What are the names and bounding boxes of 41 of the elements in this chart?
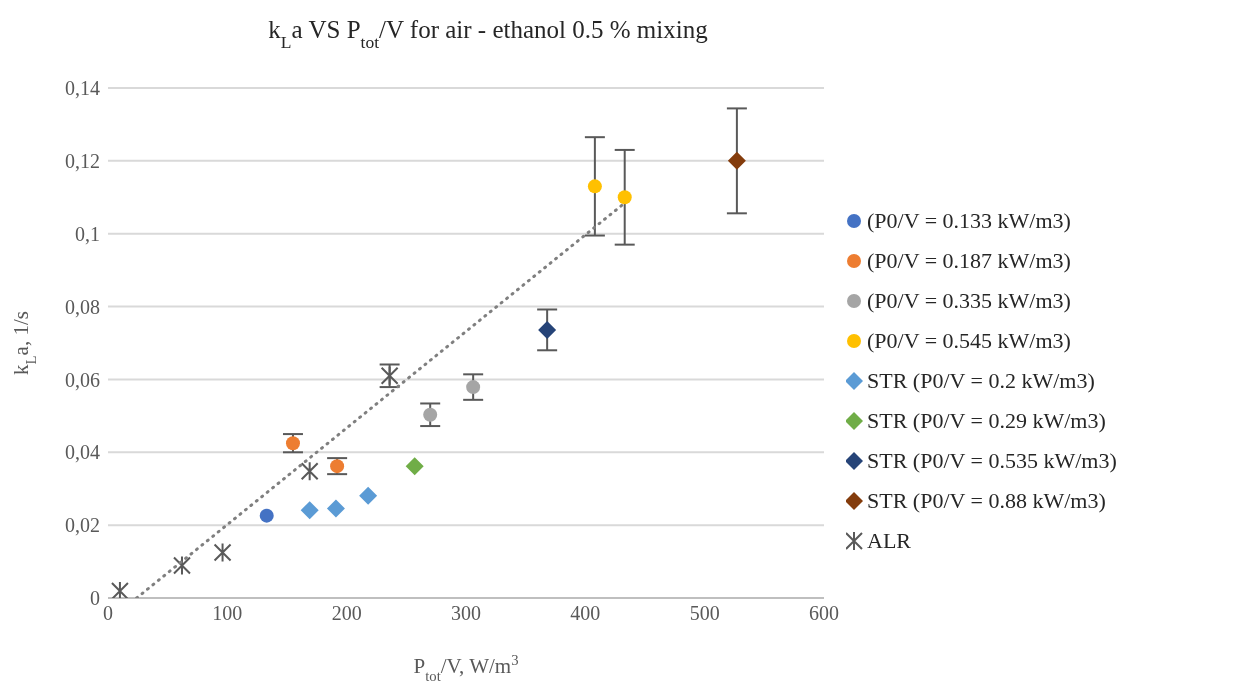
legend-label: ALR	[867, 528, 911, 554]
x-tick-label: 100	[212, 602, 243, 625]
y-tick-label: 0,14	[65, 77, 100, 100]
y-tick-label: 0,1	[75, 222, 100, 245]
x-tick-label: 200	[331, 602, 362, 625]
y-tick-label: 0,12	[65, 149, 100, 172]
point	[359, 486, 378, 505]
point	[213, 542, 232, 563]
legend-label: (P0/V = 0.335 kW/m3)	[867, 288, 1071, 314]
legend-label: (P0/V = 0.545 kW/m3)	[867, 328, 1071, 354]
point	[405, 457, 424, 476]
x-axis-title: P$_{tot}$/V, W/m$^{3}$	[413, 652, 519, 684]
x-tick-label: 600	[809, 602, 839, 625]
y-tick-label: 0,06	[65, 368, 100, 391]
x-tick-label: 500	[689, 602, 720, 625]
point	[172, 555, 191, 576]
x-tick-label: 300	[451, 602, 481, 625]
point	[587, 179, 602, 194]
legend-label: (P0/V = 0.133 kW/m3)	[867, 208, 1071, 234]
point	[330, 459, 345, 474]
point	[300, 461, 319, 482]
point	[300, 501, 319, 520]
point	[466, 380, 481, 395]
y-tick-label: 0,02	[65, 514, 100, 537]
legend-label: STR (P0/V = 0.2 kW/m3)	[867, 368, 1095, 394]
point	[423, 407, 438, 422]
point	[617, 190, 632, 205]
y-tick-label: 0	[90, 587, 100, 610]
point	[727, 151, 746, 170]
y-tick-label: 0,04	[65, 441, 100, 464]
legend-label: STR (P0/V = 0.535 kW/m3)	[867, 448, 1117, 474]
chart-title: k$_{L}$a VS P$_{tot}$/V for air - ethanol 0.5 % mixing	[268, 16, 709, 52]
point	[259, 508, 274, 523]
point	[110, 581, 129, 598]
y-tick-label: 0,08	[65, 295, 100, 318]
point	[326, 499, 345, 518]
legend-label: STR (P0/V = 0.88 kW/m3)	[867, 488, 1106, 514]
point	[538, 320, 557, 339]
x-tick-label: 400	[570, 602, 601, 625]
legend-label: (P0/V = 0.187 kW/m3)	[867, 248, 1071, 274]
legend-label: STR (P0/V = 0.29 kW/m3)	[867, 408, 1106, 434]
